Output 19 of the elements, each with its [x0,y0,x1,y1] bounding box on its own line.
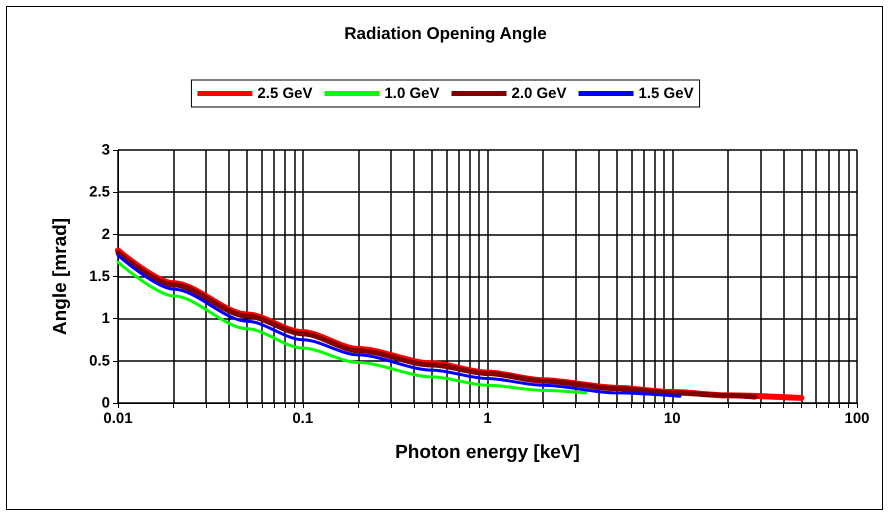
x-tick-label: 1 [483,410,492,427]
legend-label: 2.5 GeV [257,85,312,102]
y-tick-label: 2.5 [89,184,110,201]
y-tick-label: 2 [102,226,110,243]
y-tick-label: 0.5 [89,352,110,370]
legend-label: 2.0 GeV [512,85,567,102]
y-axis-title: Angle [mrad] [50,218,71,336]
y-tick-label: 3 [102,142,110,158]
y-tick-label: 0 [102,394,110,412]
x-tick-label: 0.01 [103,410,133,427]
chart-title: Radiation Opening Angle [344,24,547,43]
legend-label: 1.5 GeV [638,85,694,102]
y-tick-label: 1.5 [89,268,110,285]
x-tick-label: 10 [664,410,681,427]
y-tick-label: 1 [102,310,110,328]
legend-label: 1.0 GeV [384,85,440,102]
x-tick-label: 100 [844,410,870,427]
x-axis-title: Photon energy [keV] [395,442,580,463]
x-tick-label: 0.1 [292,410,314,427]
